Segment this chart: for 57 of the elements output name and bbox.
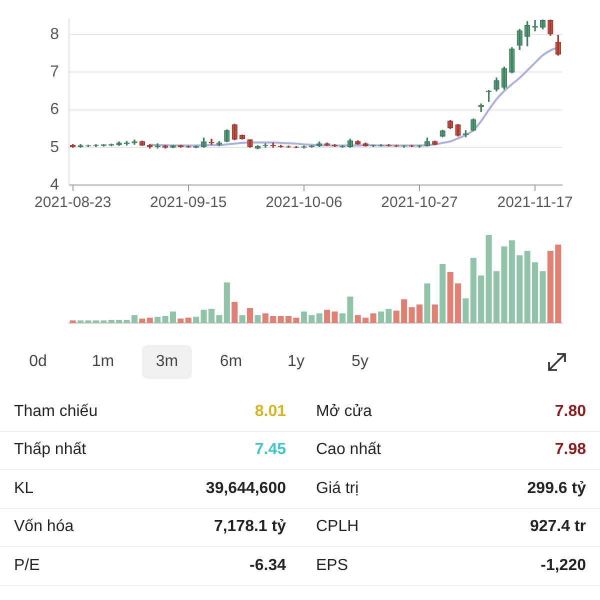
x-tick-label: 2021-09-15 — [150, 194, 227, 212]
bar — [424, 283, 430, 323]
text: 39,644,600 — [206, 480, 286, 497]
bar — [324, 310, 330, 323]
y-tick-label: 4 — [50, 176, 60, 194]
text: 1m — [90, 352, 116, 372]
bar — [70, 320, 76, 323]
x-tick-label: 2021-08-23 — [34, 194, 112, 212]
bar — [185, 318, 192, 323]
x-tick-label: 2021-10-27 — [381, 194, 458, 212]
bar — [78, 320, 84, 323]
y-tick-label: 5 — [50, 138, 60, 156]
text: 8.01 — [254, 402, 286, 420]
text: 7,178.1 tỷ — [214, 518, 286, 536]
bar — [139, 318, 146, 323]
bar — [178, 318, 184, 323]
bar — [462, 298, 469, 323]
text: 299.6 tỷ — [527, 480, 586, 497]
category-label: Tham chiếu — [14, 402, 98, 421]
category-label: Mở cửa — [316, 402, 372, 421]
text: 3m — [142, 345, 192, 379]
category-label: Thấp nhất — [14, 441, 86, 460]
text: 5y — [350, 352, 370, 372]
text: 0d — [28, 352, 48, 372]
bar — [193, 316, 200, 323]
bar — [370, 313, 376, 323]
bar — [154, 316, 161, 323]
y-tick-label: 6 — [50, 101, 60, 118]
text: 7.98 — [554, 441, 586, 458]
text: 1y — [286, 352, 306, 372]
text: 7.45 — [254, 441, 286, 458]
bar — [247, 308, 254, 323]
category-label: Giá trị — [316, 480, 359, 498]
x-tick-label: 2021-10-06 — [266, 194, 342, 212]
category-label: Cao nhất — [316, 441, 381, 460]
bar — [239, 315, 246, 323]
bar — [254, 315, 261, 323]
bar — [432, 304, 438, 323]
text: 7.80 — [554, 402, 586, 420]
text: -6.34 — [250, 556, 286, 574]
y-tick-label: 7 — [50, 64, 60, 81]
category-label: CPLH — [316, 518, 359, 536]
text: 927.4 tr — [530, 518, 586, 536]
bar — [146, 318, 153, 323]
category-label: KL — [14, 480, 34, 498]
category-label: Vốn hóa — [14, 518, 74, 536]
text: 6m — [218, 352, 244, 372]
category-label: P/E — [14, 556, 40, 575]
bar — [316, 313, 322, 323]
bar — [224, 282, 230, 323]
bar — [332, 312, 338, 323]
bar — [440, 264, 446, 323]
category-label: EPS — [316, 556, 348, 575]
text: -1,220 — [540, 556, 586, 574]
x-tick-label: 2021-11-17 — [497, 194, 573, 212]
bar — [232, 302, 238, 323]
y-tick-label: 8 — [50, 26, 60, 44]
